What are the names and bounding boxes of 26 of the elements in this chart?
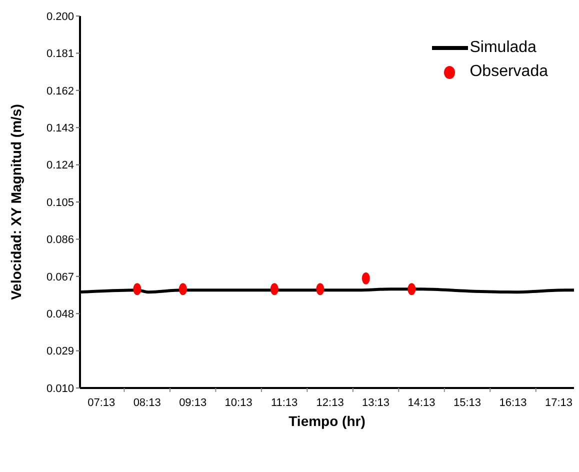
y-tick-label: 0.200	[46, 10, 74, 23]
x-tick-label: 15:13	[454, 397, 482, 409]
legend-label: Simulada	[470, 39, 536, 57]
legend-label: Observada	[470, 63, 548, 81]
x-tick-label: 07:13	[88, 397, 116, 409]
x-tick-label: 14:13	[408, 397, 436, 409]
y-tick-label: 0.105	[46, 196, 74, 209]
x-tick-label: 09:13	[179, 397, 207, 409]
y-tick-label: 0.124	[46, 160, 74, 172]
x-tick-label: 17:13	[544, 397, 573, 409]
y-tick-label: 0.181	[46, 48, 74, 60]
y-tick-label: 0.029	[46, 346, 74, 358]
x-tick-label: 13:13	[362, 397, 390, 409]
x-tick-label: 16:13	[499, 397, 527, 409]
x-tick-label: 08:13	[133, 397, 161, 409]
x-tick-label: 10:13	[224, 397, 252, 409]
y-tick-label: 0.010	[46, 382, 74, 395]
y-tick-label: 0.143	[46, 122, 74, 135]
y-axis-title: Velocidad: XY Magnitud (m/s)	[8, 104, 24, 300]
x-tick-label: 11:13	[270, 397, 298, 409]
y-tick-label: 0.086	[46, 234, 74, 246]
y-tick-label: 0.067	[46, 271, 74, 284]
y-tick-label: 0.048	[46, 308, 74, 321]
y-tick-label: 0.162	[46, 85, 74, 98]
x-axis-title: Tiempo (hr)	[288, 413, 366, 429]
x-tick-label: 12:13	[316, 397, 344, 409]
